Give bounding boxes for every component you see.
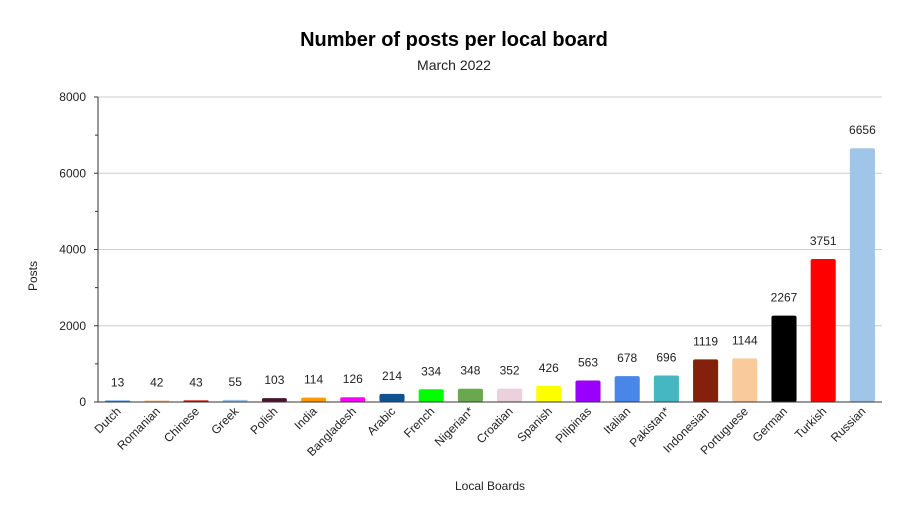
y-axis-ticks: 0 2000 4000 6000 8000: [59, 90, 98, 409]
data-label: 563: [578, 356, 598, 370]
data-label: 6656: [849, 123, 876, 137]
data-label: 352: [500, 364, 520, 378]
x-tick-label: India: [291, 404, 320, 433]
gridlines: [98, 96, 882, 327]
x-tick-label: Pilipinas: [553, 404, 595, 446]
bar-greek: [222, 399, 248, 402]
x-tick-label: Nigerian*: [432, 404, 477, 449]
data-labels: 13 42 43 55 103 114 126 214 334 348 352 426 563 678 69…: [111, 123, 876, 389]
data-label: 348: [460, 364, 480, 378]
data-label: 334: [421, 364, 441, 378]
data-label: 426: [539, 361, 559, 375]
data-label: 1119: [693, 334, 718, 348]
chart-subtitle: March 2022: [417, 57, 491, 73]
x-tick-label: Greek: [208, 404, 242, 438]
data-label: 55: [229, 375, 243, 389]
bar-spanish: [536, 385, 562, 402]
bar-arabic: [379, 393, 405, 402]
bar-french: [418, 389, 444, 402]
bar-polish: [261, 398, 287, 402]
y-tick-label: 8000: [59, 90, 86, 104]
chart-title: Number of posts per local board: [300, 29, 608, 51]
data-label: 13: [111, 376, 125, 390]
y-tick-label: 2000: [59, 319, 86, 333]
data-label: 43: [189, 375, 203, 389]
x-tick-label: Italian: [601, 404, 634, 437]
bar-croatian: [497, 388, 523, 402]
data-label: 42: [150, 375, 164, 389]
data-label: 114: [304, 373, 323, 387]
y-tick-label: 6000: [59, 166, 86, 180]
x-tick-label: Chinese: [161, 404, 202, 445]
bar-italian: [614, 376, 640, 402]
bar-russian: [849, 148, 875, 402]
x-axis-title: Local Boards: [455, 479, 525, 493]
x-tick-label: Dutch: [92, 404, 124, 436]
bar-german: [771, 315, 797, 402]
x-tick-label: Croatian: [474, 404, 516, 446]
data-label: 103: [264, 373, 284, 387]
data-label: 696: [656, 350, 676, 364]
data-label: 1144: [732, 333, 758, 347]
bar-portuguese: [732, 358, 758, 402]
x-tick-label: French: [401, 404, 437, 440]
data-label: 3751: [810, 234, 837, 248]
x-tick-label: German: [750, 404, 791, 445]
x-tick-label: Polish: [248, 404, 281, 437]
bar-india: [301, 397, 327, 402]
data-label: 678: [617, 351, 637, 365]
data-label: 126: [343, 372, 363, 386]
bar-pakistan: [653, 375, 679, 402]
bar-indonesian: [693, 359, 719, 402]
data-label: 214: [382, 369, 402, 383]
bar-bangladesh: [340, 397, 366, 402]
y-tick-label: 4000: [59, 243, 86, 257]
bars: [105, 148, 875, 402]
x-tick-label: Romanian: [114, 404, 163, 453]
x-tick-label: Spanish: [514, 404, 555, 445]
x-tick-label: Arabic: [364, 404, 398, 438]
x-tick-label: Russian: [828, 404, 869, 445]
bar-pilipinas: [575, 380, 601, 402]
y-tick-label: 0: [79, 395, 86, 409]
bar-turkish: [810, 258, 836, 402]
bar-nigerian: [457, 388, 483, 402]
y-axis-title: Posts: [26, 261, 40, 291]
x-tick-label: Turkish: [792, 404, 829, 441]
data-label: 2267: [771, 291, 798, 305]
